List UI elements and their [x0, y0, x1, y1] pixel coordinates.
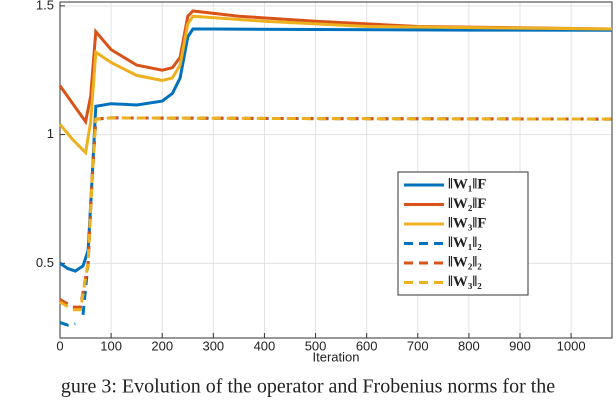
y-tick-label: 0.5 — [36, 255, 54, 270]
x-axis-label: Iteration — [313, 349, 360, 364]
series-line — [59, 27, 613, 273]
x-tick-label: 900 — [509, 338, 531, 353]
x-tick-label: 300 — [202, 338, 224, 353]
x-tick-label: 700 — [407, 338, 429, 353]
x-tick-label: 100 — [100, 338, 122, 353]
x-tick-label: 0 — [56, 338, 63, 353]
x-tick-label: 500 — [305, 338, 327, 353]
caption: gure 3: Evolution of the operator and Fr… — [61, 376, 555, 398]
x-tick-label: 400 — [254, 338, 276, 353]
legend-label: ‖W₃‖₂ — [448, 274, 482, 290]
x-tick-label: 800 — [458, 338, 480, 353]
legend-label: ‖W₃‖F — [448, 215, 486, 231]
y-tick-label: 1 — [47, 126, 54, 141]
series-line — [59, 116, 613, 309]
legend-label: ‖W₁‖F — [448, 176, 486, 192]
series-line — [58, 9, 613, 126]
x-tick-label: 1000 — [557, 338, 586, 353]
plot-frame — [59, 1, 613, 339]
legend-label: ‖W₂‖₂ — [448, 254, 482, 270]
x-tick-label: 200 — [151, 338, 173, 353]
legend-label: ‖W₁‖₂ — [448, 235, 482, 251]
series-line — [59, 116, 613, 312]
legend-label: ‖W₂‖F — [448, 196, 486, 212]
legend-box — [397, 171, 529, 296]
series-line — [59, 116, 613, 327]
x-tick-label: 600 — [356, 338, 378, 353]
y-tick-label: 1.5 — [36, 0, 54, 12]
series-line — [58, 14, 613, 156]
